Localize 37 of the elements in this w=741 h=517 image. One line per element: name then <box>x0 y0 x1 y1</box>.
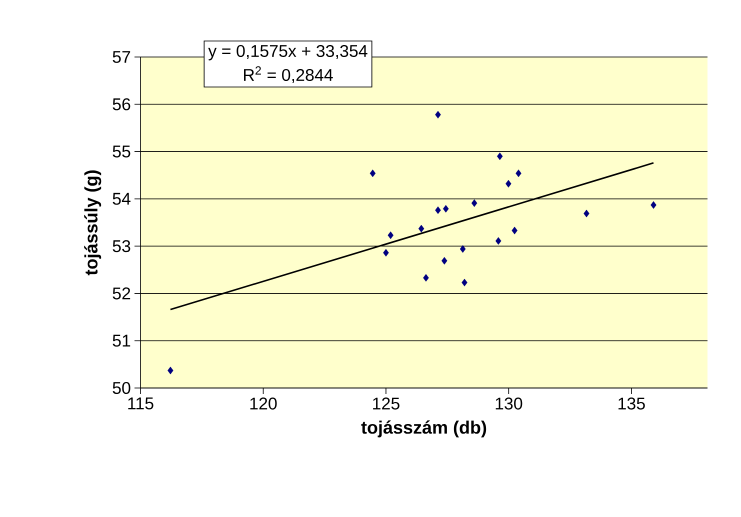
annotation: R$^{2}$ = 0,2844 <box>244 66 333 84</box>
x-tick-label: 115 <box>128 398 154 410</box>
y-tick-label: 53 <box>112 240 130 252</box>
point <box>471 199 478 207</box>
point <box>496 152 503 160</box>
point <box>423 274 429 282</box>
y-tick-label: 55 <box>112 146 130 158</box>
x-tick-label: 125 <box>373 398 400 410</box>
y-axis-title: tojássúly (g) <box>84 170 102 276</box>
y-tick-label: 52 <box>112 287 130 300</box>
point <box>512 226 518 234</box>
x-axis-title: tojásszám (db) <box>361 420 486 438</box>
point <box>435 110 441 118</box>
point <box>584 210 590 218</box>
point <box>462 278 468 286</box>
point <box>388 231 394 240</box>
x-tick-label: 130 <box>496 398 522 410</box>
point <box>516 170 522 178</box>
point <box>495 237 502 245</box>
point <box>442 204 449 213</box>
y-tick-label: 57 <box>112 51 130 63</box>
y-tick-label: 56 <box>112 98 130 110</box>
y-tick-label: 54 <box>112 192 130 205</box>
point <box>460 245 466 253</box>
point <box>435 206 441 214</box>
point <box>506 180 512 188</box>
point <box>370 170 376 178</box>
x-tick-label: 135 <box>618 398 645 410</box>
point <box>383 248 389 257</box>
point <box>418 224 424 232</box>
annotation: y = 0,1575x + 33,354 <box>208 44 368 60</box>
point <box>650 201 656 209</box>
point <box>168 366 174 374</box>
y-tick-label: 51 <box>112 334 130 347</box>
x-tick-label: 120 <box>250 398 277 410</box>
point <box>441 257 448 265</box>
y-tick-label: 50 <box>112 382 130 394</box>
